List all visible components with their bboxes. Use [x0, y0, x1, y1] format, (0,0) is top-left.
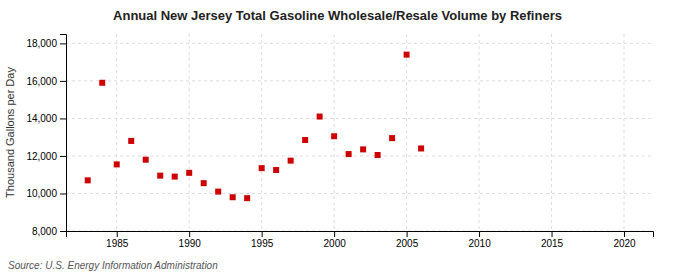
grid-line [66, 193, 653, 194]
tick-label: 12,000 [26, 151, 57, 162]
tick: 2020 [613, 231, 636, 249]
tick-mark [60, 43, 66, 44]
point [302, 137, 308, 143]
tick-mark [624, 231, 625, 237]
tick-mark [60, 156, 66, 157]
tick-label: 2015 [541, 238, 564, 249]
tick-label: 2020 [613, 238, 636, 249]
plot: 1985 1990 1995 2000 2005 2010 2015 2020 8,000 10,… [26, 34, 653, 249]
tick: 1995 [251, 231, 274, 249]
point [259, 165, 265, 171]
tick-mark [60, 231, 66, 232]
grid-line [116, 34, 117, 231]
x-axis: 1985 1990 1995 2000 2005 2010 2015 2020 [67, 231, 654, 249]
grid-line [479, 34, 480, 231]
point [186, 170, 192, 176]
tick-label: 1995 [251, 238, 274, 249]
tick-mark [117, 231, 118, 237]
point [157, 173, 163, 179]
point [143, 157, 149, 163]
tick-mark [334, 231, 335, 237]
tick-label: 2000 [324, 238, 347, 249]
grid-line [66, 43, 653, 44]
point [346, 151, 352, 157]
grid-line [334, 34, 335, 231]
point [360, 146, 366, 152]
point [404, 52, 410, 58]
tick-mark [407, 231, 408, 237]
tick: 2000 [324, 231, 347, 249]
tick-label: 18,000 [26, 38, 57, 49]
tick-label: 2005 [396, 238, 419, 249]
tick: 18,000 [26, 38, 66, 49]
tick-mark [479, 231, 480, 237]
tick-mark [60, 193, 66, 194]
tick: 2005 [396, 231, 419, 249]
grid-line [66, 118, 653, 119]
point [99, 80, 105, 86]
point [114, 161, 120, 167]
tick-label: 8,000 [32, 226, 57, 237]
tick-label: 16,000 [26, 76, 57, 87]
y-axis: 8,000 10,000 12,000 14,000 16,000 18,000 [26, 35, 66, 237]
tick-label: 1985 [106, 238, 129, 249]
chart: Annual New Jersey Total Gasoline Wholesa… [0, 0, 675, 275]
point [418, 145, 424, 151]
grid-line [261, 34, 262, 231]
tick-mark [60, 81, 66, 82]
point [172, 174, 178, 180]
tick: 1985 [106, 231, 129, 249]
tick-label: 1990 [179, 238, 202, 249]
grid-line [66, 155, 653, 156]
point [128, 138, 134, 144]
tick: 16,000 [26, 76, 66, 87]
tick-mark [189, 231, 190, 237]
grid [66, 34, 653, 231]
tick: 8,000 [32, 226, 66, 237]
grid-line [66, 80, 653, 81]
point [85, 177, 91, 183]
source: Source: U.S. Energy Information Administ… [8, 260, 218, 271]
tick-label: 2010 [468, 238, 491, 249]
tick: 1990 [179, 231, 202, 249]
grid-line [406, 34, 407, 231]
tick-label: 10,000 [26, 188, 57, 199]
y-axis-title: Thousand Gallons per Day [4, 67, 16, 198]
tick: 2015 [541, 231, 564, 249]
point [288, 158, 294, 164]
tick-mark [552, 231, 553, 237]
tick: 2010 [468, 231, 491, 249]
grid-line [551, 34, 552, 231]
point [317, 114, 323, 120]
grid-line [624, 34, 625, 231]
tick-mark [60, 118, 66, 119]
points [85, 52, 424, 202]
point [215, 189, 221, 195]
point [389, 135, 395, 141]
axis-line [60, 35, 67, 232]
point [273, 167, 279, 173]
tick-label: 14,000 [26, 113, 57, 124]
tick: 12,000 [26, 151, 66, 162]
tick: 14,000 [26, 113, 66, 124]
axis-line [67, 232, 654, 238]
tick-mark [262, 231, 263, 237]
tick: 10,000 [26, 188, 66, 199]
point [230, 194, 236, 200]
point [201, 180, 207, 186]
point [331, 133, 337, 139]
title: Annual New Jersey Total Gasoline Wholesa… [113, 8, 562, 23]
point [375, 152, 381, 158]
point [244, 195, 250, 201]
grid-line [189, 34, 190, 231]
